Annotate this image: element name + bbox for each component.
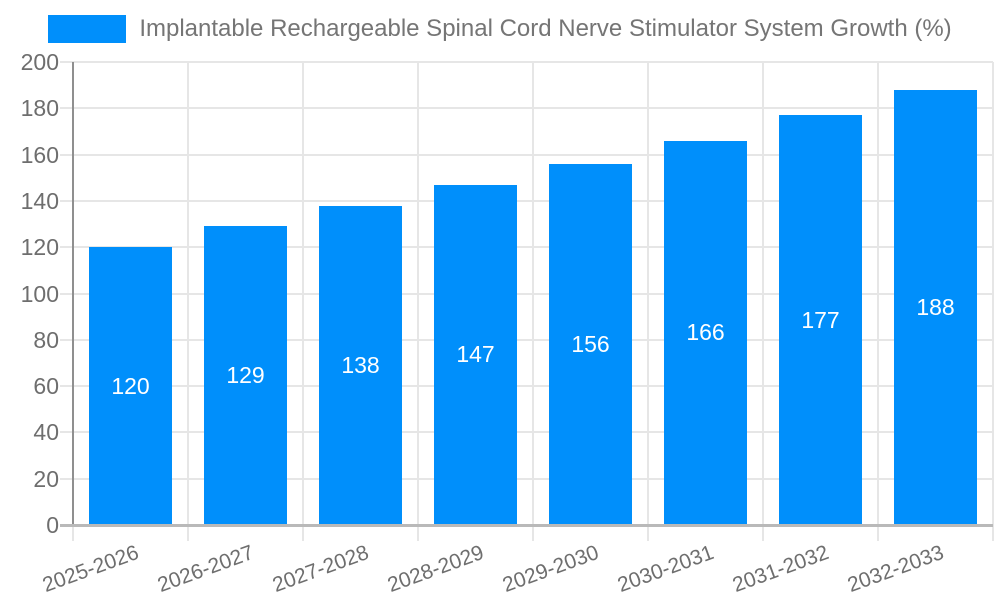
y-axis-tick-label: 100 <box>20 280 59 307</box>
y-axis-tick-label: 140 <box>20 187 59 214</box>
x-gridline <box>647 62 649 541</box>
y-gridline <box>60 107 993 110</box>
y-axis-line <box>72 62 74 525</box>
bar-2027-2028[interactable]: 138 <box>319 205 402 525</box>
y-gridline <box>60 385 993 388</box>
y-gridline <box>60 246 993 249</box>
bar-value-label: 129 <box>226 362 265 389</box>
x-gridline <box>762 62 764 541</box>
y-gridline <box>60 431 993 434</box>
x-gridline <box>532 62 534 541</box>
bar-value-label: 166 <box>686 319 725 346</box>
y-gridline <box>60 292 993 295</box>
bar-value-label: 156 <box>571 330 610 357</box>
y-axis-tick-label: 20 <box>33 465 59 492</box>
bar-2025-2026[interactable]: 120 <box>89 247 172 525</box>
bar-value-label: 188 <box>916 293 955 320</box>
x-gridline <box>877 62 879 541</box>
x-gridline <box>302 62 304 541</box>
x-gridline <box>992 62 994 541</box>
y-gridline <box>60 61 993 63</box>
plot-area: 0 20 40 60 80 100 120 140 160 180 200 120 2025-2026 1… <box>21 49 994 597</box>
y-axis-tick-label: 160 <box>20 141 59 168</box>
x-axis-line <box>60 523 993 527</box>
y-gridline <box>60 477 993 480</box>
x-gridline <box>187 62 189 541</box>
y-axis-tick-label: 200 <box>20 49 59 75</box>
bar-2028-2029[interactable]: 147 <box>434 184 517 525</box>
y-axis-tick-label: 60 <box>33 373 59 400</box>
bar-2026-2027[interactable]: 129 <box>204 226 287 525</box>
y-axis-tick-label: 0 <box>46 512 59 538</box>
bar-value-label: 138 <box>341 351 380 378</box>
y-axis-tick-label: 40 <box>33 419 59 446</box>
x-gridline <box>417 62 419 541</box>
bar-value-label: 120 <box>111 372 150 399</box>
y-gridline <box>60 338 993 341</box>
legend-label: Implantable Rechargeable Spinal Cord Ner… <box>139 15 952 42</box>
bar-2032-2033[interactable]: 188 <box>894 89 977 525</box>
legend-swatch <box>48 15 127 43</box>
legend[interactable]: Implantable Rechargeable Spinal Cord Ner… <box>0 15 1000 43</box>
y-axis-tick-label: 80 <box>33 326 59 353</box>
bar-2029-2030[interactable]: 156 <box>549 163 632 525</box>
bar-2031-2032[interactable]: 177 <box>779 115 862 525</box>
bar-value-label: 177 <box>801 306 840 333</box>
y-axis-tick-label: 120 <box>20 234 59 261</box>
bar-value-label: 147 <box>456 341 495 368</box>
bar-2030-2031[interactable]: 166 <box>664 140 747 525</box>
y-gridline <box>60 199 993 202</box>
y-gridline <box>60 153 993 156</box>
y-axis-tick-label: 180 <box>20 95 59 122</box>
